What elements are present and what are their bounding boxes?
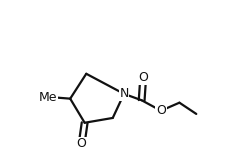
- Text: O: O: [138, 71, 148, 84]
- Text: O: O: [156, 104, 166, 117]
- Text: O: O: [76, 137, 86, 150]
- Text: N: N: [119, 87, 129, 100]
- Text: Me: Me: [38, 91, 57, 104]
